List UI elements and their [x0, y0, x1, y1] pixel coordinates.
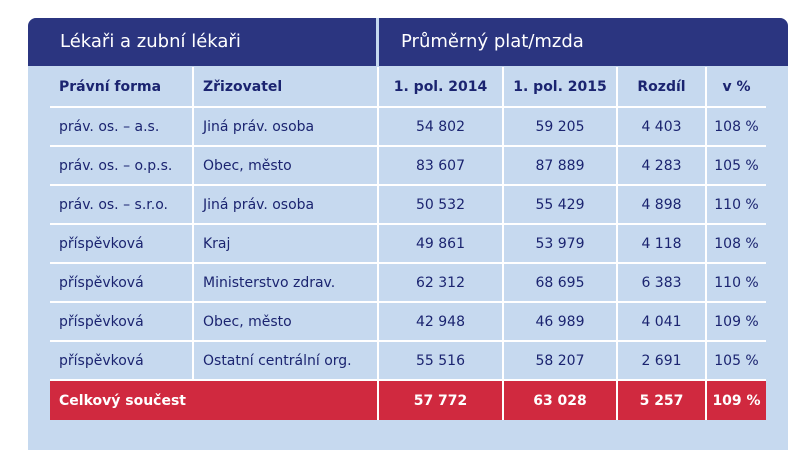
table-cell: Ostatní centrální org.	[192, 340, 379, 381]
total-cell: 5 257	[616, 379, 707, 420]
table-cell: 4 898	[616, 184, 707, 225]
table-cell: 55 516	[377, 340, 504, 381]
table-row: příspěvková Obec, město 42 948 46 989 4 041 1…	[50, 301, 766, 342]
table-cell: Kraj	[192, 223, 379, 264]
table-cell: 4 283	[616, 145, 707, 186]
header-row: Právní forma Zřizovatel 1. pol. 2014 1. pol…	[50, 67, 766, 108]
table-cell: práv. os. – a.s.	[50, 106, 194, 147]
table-row: příspěvková Ministerstvo zdrav. 62 312 68 6…	[50, 262, 766, 303]
salary-table: Právní forma Zřizovatel 1. pol. 2014 1. pol…	[50, 67, 766, 420]
table-cell: 4 041	[616, 301, 707, 342]
table-cell: 59 205	[502, 106, 618, 147]
table-cell: Jiná práv. osoba	[192, 106, 379, 147]
total-label: Celkový součest	[50, 379, 379, 420]
table-cell: 87 889	[502, 145, 618, 186]
table-cell: 6 383	[616, 262, 707, 303]
table-cell: 108 %	[705, 223, 766, 264]
table-cell: Jiná práv. osoba	[192, 184, 379, 225]
table-cell: Ministerstvo zdrav.	[192, 262, 379, 303]
column-header: 1. pol. 2014	[377, 67, 504, 108]
salary-table-panel: Lékaři a zubní lékaři Průměrný plat/mzda…	[28, 18, 788, 450]
table-cell: 83 607	[377, 145, 504, 186]
table-cell: příspěvková	[50, 340, 194, 381]
column-header: Zřizovatel	[192, 67, 379, 108]
table-cell: práv. os. – o.p.s.	[50, 145, 194, 186]
column-header: Rozdíl	[616, 67, 707, 108]
table-cell: 4 118	[616, 223, 707, 264]
table-cell: příspěvková	[50, 223, 194, 264]
table-cell: 49 861	[377, 223, 504, 264]
table-cell: 53 979	[502, 223, 618, 264]
table-cell: 46 989	[502, 301, 618, 342]
salary-section-title: Průměrný plat/mzda	[379, 18, 788, 66]
table-cell: příspěvková	[50, 301, 194, 342]
total-cell: 57 772	[377, 379, 504, 420]
table-cell: 2 691	[616, 340, 707, 381]
table-row: práv. os. – a.s. Jiná práv. osoba 54 802 59…	[50, 106, 766, 147]
table-cell: 108 %	[705, 106, 766, 147]
table-cell: 58 207	[502, 340, 618, 381]
table-row: příspěvková Kraj 49 861 53 979 4 118 108 %	[50, 223, 766, 264]
table-cell: 50 532	[377, 184, 504, 225]
column-header: v %	[705, 67, 766, 108]
table-cell: Obec, město	[192, 301, 379, 342]
table-cell: práv. os. – s.r.o.	[50, 184, 194, 225]
table-cell: 54 802	[377, 106, 504, 147]
table-cell: 105 %	[705, 340, 766, 381]
table-cell: 62 312	[377, 262, 504, 303]
table-cell: příspěvková	[50, 262, 194, 303]
table-cell: 55 429	[502, 184, 618, 225]
table-cell: 4 403	[616, 106, 707, 147]
table-row: příspěvková Ostatní centrální org. 55 516 5…	[50, 340, 766, 381]
total-row: Celkový součest 57 772 63 028 5 257 109 %	[50, 379, 766, 420]
table-cell: 109 %	[705, 301, 766, 342]
table-cell: 42 948	[377, 301, 504, 342]
table-cell: Obec, město	[192, 145, 379, 186]
column-header: 1. pol. 2015	[502, 67, 618, 108]
table-title: Lékaři a zubní lékaři	[28, 18, 376, 66]
total-cell: 63 028	[502, 379, 618, 420]
table-row: práv. os. – s.r.o. Jiná práv. osoba 50 532…	[50, 184, 766, 225]
table-cell: 105 %	[705, 145, 766, 186]
table-row: práv. os. – o.p.s. Obec, město 83 607 87 88…	[50, 145, 766, 186]
total-cell: 109 %	[705, 379, 766, 420]
table-cell: 110 %	[705, 262, 766, 303]
column-header: Právní forma	[50, 67, 194, 108]
table-cell: 110 %	[705, 184, 766, 225]
table-cell: 68 695	[502, 262, 618, 303]
